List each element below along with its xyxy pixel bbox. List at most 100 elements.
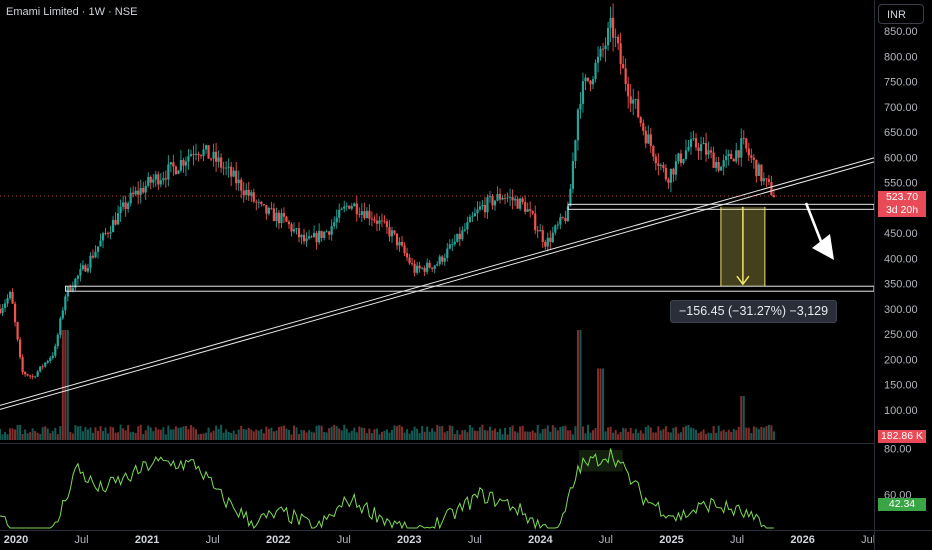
candle bbox=[428, 260, 431, 269]
volume-bar bbox=[164, 434, 167, 440]
candle bbox=[508, 188, 512, 207]
volume-bar bbox=[609, 426, 612, 440]
candle bbox=[222, 161, 225, 176]
volume-bar bbox=[368, 428, 371, 440]
time-tick-label: 2022 bbox=[266, 534, 290, 546]
candle bbox=[157, 171, 160, 190]
volume-bar bbox=[187, 429, 190, 440]
candle bbox=[149, 175, 152, 190]
volume-bar bbox=[647, 425, 650, 440]
volume-bar bbox=[443, 432, 446, 440]
candle bbox=[408, 254, 411, 265]
volume-bar bbox=[365, 433, 368, 440]
volume-bar bbox=[617, 434, 620, 440]
price-tick-label: 700.00 bbox=[884, 102, 918, 114]
candle bbox=[687, 139, 690, 152]
candle bbox=[617, 34, 620, 51]
volume-bar bbox=[56, 434, 59, 440]
volume-bar bbox=[29, 432, 32, 440]
candle bbox=[652, 144, 655, 161]
candle bbox=[343, 200, 346, 213]
candle bbox=[544, 239, 547, 250]
candle bbox=[139, 179, 142, 204]
candle bbox=[44, 362, 47, 368]
volume-bar bbox=[642, 433, 645, 440]
time-tick-label: Jul bbox=[468, 534, 482, 546]
volume-bar bbox=[750, 432, 753, 440]
price-tick-label: 150.00 bbox=[884, 380, 918, 392]
candle bbox=[177, 169, 180, 175]
candle bbox=[483, 197, 487, 219]
horizontal-level[interactable] bbox=[65, 285, 875, 292]
volume-bar bbox=[355, 432, 358, 440]
volume-bar bbox=[46, 428, 49, 440]
candle bbox=[710, 146, 713, 159]
volume-bar bbox=[167, 425, 170, 440]
volume-bar bbox=[634, 428, 637, 440]
candle bbox=[556, 221, 559, 230]
candle bbox=[122, 195, 125, 211]
volume-bar bbox=[473, 430, 476, 440]
price-tick-label: 100.00 bbox=[884, 405, 918, 417]
candle bbox=[493, 200, 497, 211]
volume-bar bbox=[74, 425, 77, 440]
volume-bar bbox=[619, 432, 622, 440]
candle bbox=[240, 177, 243, 199]
candle bbox=[59, 316, 62, 339]
candle bbox=[609, 6, 612, 43]
volume-bar bbox=[426, 426, 429, 440]
candle bbox=[395, 233, 399, 250]
candle bbox=[679, 149, 683, 167]
candle bbox=[591, 76, 595, 90]
volume-bar bbox=[564, 425, 567, 440]
candle bbox=[473, 207, 477, 217]
candle bbox=[353, 202, 356, 207]
volume-bar bbox=[700, 431, 703, 440]
candle bbox=[363, 202, 366, 220]
candle bbox=[614, 28, 617, 48]
candle bbox=[692, 130, 695, 141]
currency-selector[interactable]: INR bbox=[878, 4, 924, 24]
volume-bar bbox=[770, 425, 773, 440]
candle bbox=[373, 215, 376, 224]
trendline-lower[interactable] bbox=[0, 161, 875, 410]
price-range-measure[interactable] bbox=[720, 206, 766, 287]
volume-bar bbox=[318, 425, 321, 440]
candle bbox=[551, 226, 554, 244]
candle bbox=[318, 223, 321, 245]
candle bbox=[152, 174, 155, 188]
arrow-down-icon[interactable] bbox=[804, 202, 834, 260]
candle bbox=[3, 299, 7, 313]
volume-bar bbox=[742, 396, 745, 440]
volume-bar bbox=[725, 431, 728, 440]
candle bbox=[742, 130, 745, 145]
candle bbox=[101, 231, 105, 249]
volume-bar bbox=[122, 428, 125, 440]
time-tick-label: Jul bbox=[75, 534, 89, 546]
volume-bar bbox=[730, 431, 733, 440]
candle bbox=[134, 186, 137, 197]
candle bbox=[456, 233, 459, 243]
volume-bar bbox=[687, 425, 690, 440]
volume-bar bbox=[215, 425, 218, 440]
candle bbox=[31, 374, 34, 380]
volume-bar bbox=[315, 425, 318, 440]
candle bbox=[310, 235, 313, 239]
volume-bar bbox=[491, 430, 494, 440]
candle bbox=[179, 150, 183, 173]
candle bbox=[267, 206, 270, 216]
volume-bar bbox=[360, 427, 363, 440]
volume-bar bbox=[260, 429, 263, 440]
candle bbox=[287, 219, 291, 229]
volume-bar bbox=[245, 429, 248, 440]
volume-bar bbox=[529, 431, 532, 440]
candle bbox=[187, 148, 190, 170]
volume-bar bbox=[383, 430, 386, 440]
volume-bar bbox=[197, 434, 200, 440]
trendline-upper[interactable] bbox=[0, 157, 875, 406]
measure-label[interactable]: −156.45 (−31.27%) −3,129 bbox=[670, 300, 838, 323]
candle bbox=[378, 216, 381, 232]
volume-bar bbox=[398, 424, 401, 440]
candle bbox=[554, 224, 557, 236]
